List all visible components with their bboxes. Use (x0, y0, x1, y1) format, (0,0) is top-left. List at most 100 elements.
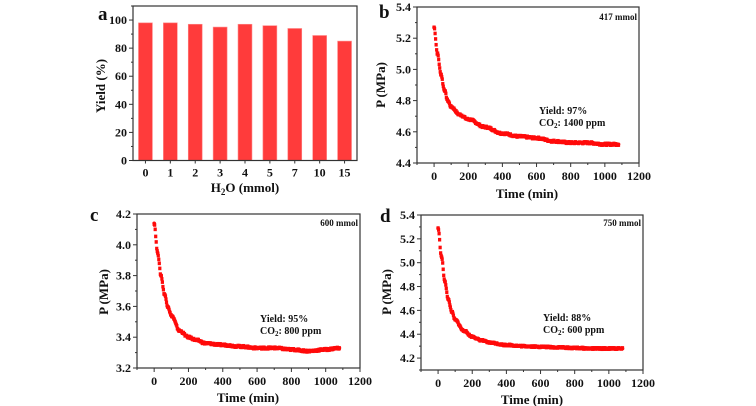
sample-point-c (255, 346, 259, 350)
y-tick-label-d: 5.2 (400, 232, 415, 246)
data-point-d (451, 311, 455, 316)
x-tick-label-b: 0 (431, 169, 437, 183)
y-tick-label-d: 4.6 (400, 303, 415, 317)
annotation-yield-c: Yield: 95% (260, 314, 308, 325)
sample-point-d (439, 254, 444, 259)
data-point-c (155, 246, 159, 251)
sample-point-c (186, 335, 191, 340)
data-point-d (444, 286, 448, 291)
sample-point-d (443, 279, 447, 284)
y-tick-label-b: 5.0 (396, 62, 411, 76)
data-point-b (434, 37, 438, 41)
data-point-d (436, 228, 441, 232)
x-tick-label-c: 0 (151, 374, 157, 388)
x-tick-label-d: 600 (532, 376, 550, 390)
sample-point-b (616, 142, 621, 147)
y-tick-label-a: 0 (121, 154, 127, 168)
data-point-b (437, 57, 441, 62)
sample-point-b (466, 117, 471, 122)
sample-point-b (517, 134, 522, 139)
x-tick-label-d: 1000 (597, 376, 621, 390)
sample-point-b (603, 142, 607, 147)
y-tick-label-c: 3.8 (116, 269, 131, 283)
x-tick-label-b: 1000 (593, 169, 617, 183)
y-tick-label-b: 4.4 (396, 156, 411, 170)
data-point-c (164, 300, 169, 305)
panel-d-pressure-chart: d 4.2 4.4 4.6 4.8 5.0 5.2 5.4 0 200 400 600 800 1000… (379, 206, 655, 406)
x-tick-label-b: 800 (562, 169, 580, 183)
data-point-d (437, 231, 441, 236)
sample-point-d (521, 344, 526, 348)
data-point-c (168, 310, 172, 315)
x-tick-label-d: 1200 (631, 376, 655, 390)
sample-point-c (337, 346, 342, 350)
x-tick-label-a: 7 (292, 166, 298, 180)
sample-point-c (195, 338, 199, 343)
sample-point-d (504, 343, 509, 347)
data-point-b (437, 62, 441, 67)
annotation-amount-b: 417 mmol (599, 12, 637, 22)
x-axis-title-c: Time (min) (217, 390, 279, 405)
data-point-b (436, 53, 440, 58)
annotation-amount-d: 750 mmol (603, 218, 641, 228)
x-tick-label-c: 600 (248, 374, 266, 388)
x-axis-title-d: Time (min) (501, 392, 563, 406)
axes-frame-c (136, 213, 361, 369)
data-point-c (153, 227, 157, 232)
plot-area-d: 4.2 4.4 4.6 4.8 5.0 5.2 5.4 0 200 400 600 800 1000 12… (400, 208, 655, 390)
y-tick-label-d: 4.2 (400, 351, 415, 365)
y-tick-label-d: 5.4 (400, 208, 415, 222)
data-point-c (154, 240, 158, 244)
sample-point-c (178, 329, 182, 333)
data-point-c (158, 266, 162, 271)
data-point-d (451, 313, 456, 318)
x-tick-label-c: 400 (214, 374, 232, 388)
sample-point-c (272, 346, 277, 350)
data-point-b (438, 66, 442, 70)
data-point-d (449, 307, 453, 312)
x-tick-label-a: 0 (142, 166, 148, 180)
y-tick-label-b: 5.4 (396, 0, 411, 14)
sample-point-c (203, 341, 208, 346)
panel-b-pressure-chart: b 4.4 4.6 4.8 5.0 5.2 5.4 0 200 400 600 800 1000 120… (373, 0, 651, 201)
sample-point-d (620, 346, 625, 351)
data-point-b (435, 48, 439, 52)
sample-point-b (483, 125, 488, 129)
x-tick-label-c: 1200 (348, 374, 372, 388)
data-point-b (433, 31, 437, 36)
sample-point-b (534, 136, 539, 140)
x-tick-label-d: 400 (497, 376, 515, 390)
data-point-d (447, 300, 451, 304)
data-point-d (442, 273, 446, 278)
data-point-c (153, 223, 157, 227)
y-tick-label-c: 4.0 (116, 238, 131, 252)
x-tick-label-a: 5 (267, 166, 273, 180)
x-tick-label-d: 200 (463, 376, 481, 390)
data-point-c (161, 287, 166, 292)
data-point-b (447, 101, 452, 106)
sample-point-c (169, 313, 174, 318)
x-tick-label-a: 10 (314, 166, 326, 180)
sample-point-c (155, 250, 160, 255)
y-axis-title-b: P (MPa) (373, 62, 388, 108)
sample-point-d (453, 318, 457, 322)
x-tick-label-d: 0 (435, 376, 441, 390)
x-tick-label-b: 200 (459, 169, 477, 183)
sample-point-c (238, 344, 242, 349)
sample-point-d (446, 297, 451, 302)
data-point-c (157, 261, 161, 266)
data-point-b (441, 84, 445, 89)
y-tick-label-d: 5.0 (400, 256, 415, 270)
bar-10 (312, 35, 327, 161)
y-tick-label-a: 20 (115, 125, 127, 139)
bar-2 (187, 23, 203, 161)
sample-point-d (572, 346, 577, 350)
y-tick-label-c: 3.6 (116, 299, 131, 313)
y-tick-label-a: 80 (115, 41, 127, 55)
sample-point-c (220, 343, 225, 347)
sample-point-d (487, 340, 492, 345)
annotation-co2-b: CO2: 1400 ppm (539, 118, 606, 130)
annotation-yield-b: Yield: 97% (539, 106, 587, 117)
x-tick-label-a: 3 (217, 166, 223, 180)
